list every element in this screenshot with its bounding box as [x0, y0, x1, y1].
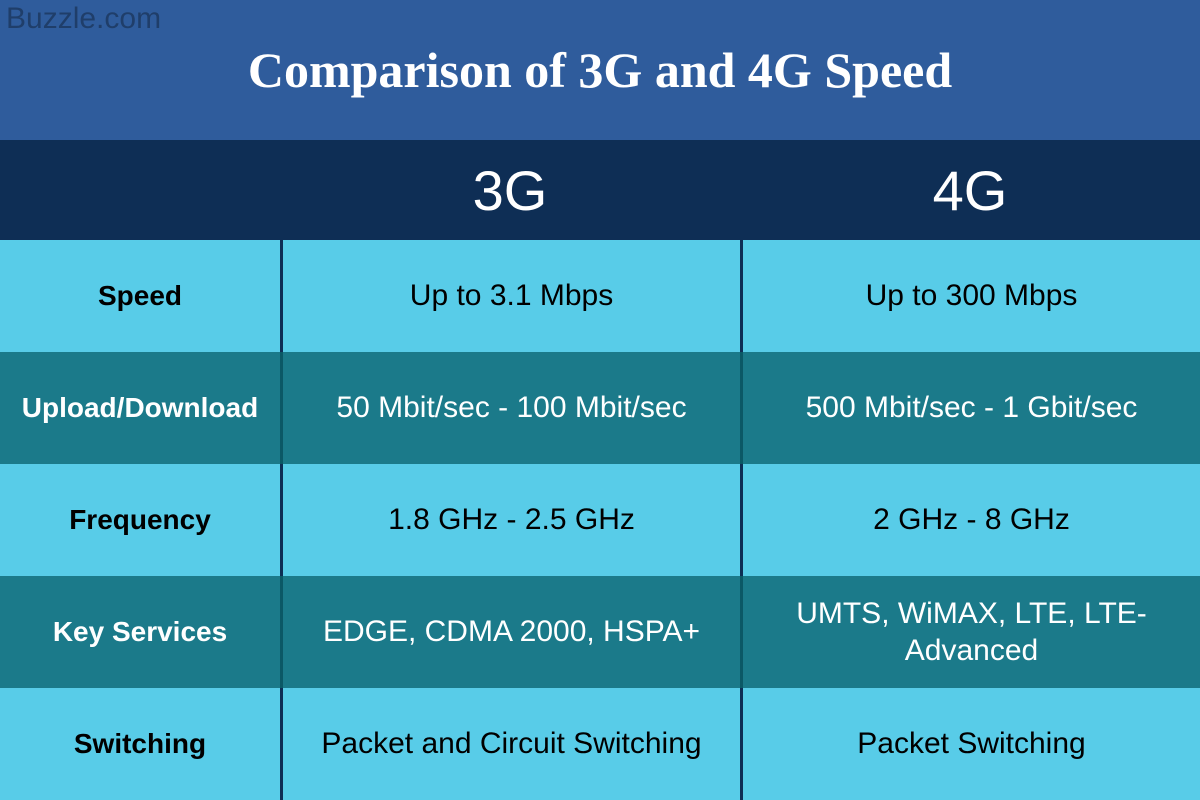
- page-title: Comparison of 3G and 4G Speed: [248, 43, 952, 98]
- table-row: Upload/Download 50 Mbit/sec - 100 Mbit/s…: [0, 352, 1200, 464]
- row-label-speed: Speed: [0, 240, 280, 352]
- table-row: Key Services EDGE, CDMA 2000, HSPA+ UMTS…: [0, 576, 1200, 688]
- column-header-3g: 3G: [280, 140, 740, 240]
- title-bar: Comparison of 3G and 4G Speed: [0, 0, 1200, 140]
- watermark-text: Buzzle.com: [6, 2, 161, 36]
- row-label-key-services: Key Services: [0, 576, 280, 688]
- column-header-row: 3G 4G: [0, 140, 1200, 240]
- column-header-4g: 4G: [740, 140, 1200, 240]
- cell-switch-3g: Packet and Circuit Switching: [280, 688, 740, 800]
- cell-keysvc-4g: UMTS, WiMAX, LTE, LTE-Advanced: [740, 576, 1200, 688]
- cell-freq-4g: 2 GHz - 8 GHz: [740, 464, 1200, 576]
- cell-updl-4g: 500 Mbit/sec - 1 Gbit/sec: [740, 352, 1200, 464]
- row-label-switching: Switching: [0, 688, 280, 800]
- row-label-frequency: Frequency: [0, 464, 280, 576]
- cell-keysvc-3g: EDGE, CDMA 2000, HSPA+: [280, 576, 740, 688]
- cell-switch-4g: Packet Switching: [740, 688, 1200, 800]
- table-row: Speed Up to 3.1 Mbps Up to 300 Mbps: [0, 240, 1200, 352]
- cell-updl-3g: 50 Mbit/sec - 100 Mbit/sec: [280, 352, 740, 464]
- table-row: Frequency 1.8 GHz - 2.5 GHz 2 GHz - 8 GH…: [0, 464, 1200, 576]
- cell-speed-4g: Up to 300 Mbps: [740, 240, 1200, 352]
- row-label-upload-download: Upload/Download: [0, 352, 280, 464]
- cell-freq-3g: 1.8 GHz - 2.5 GHz: [280, 464, 740, 576]
- cell-speed-3g: Up to 3.1 Mbps: [280, 240, 740, 352]
- column-header-blank: [0, 140, 280, 240]
- table-row: Switching Packet and Circuit Switching P…: [0, 688, 1200, 800]
